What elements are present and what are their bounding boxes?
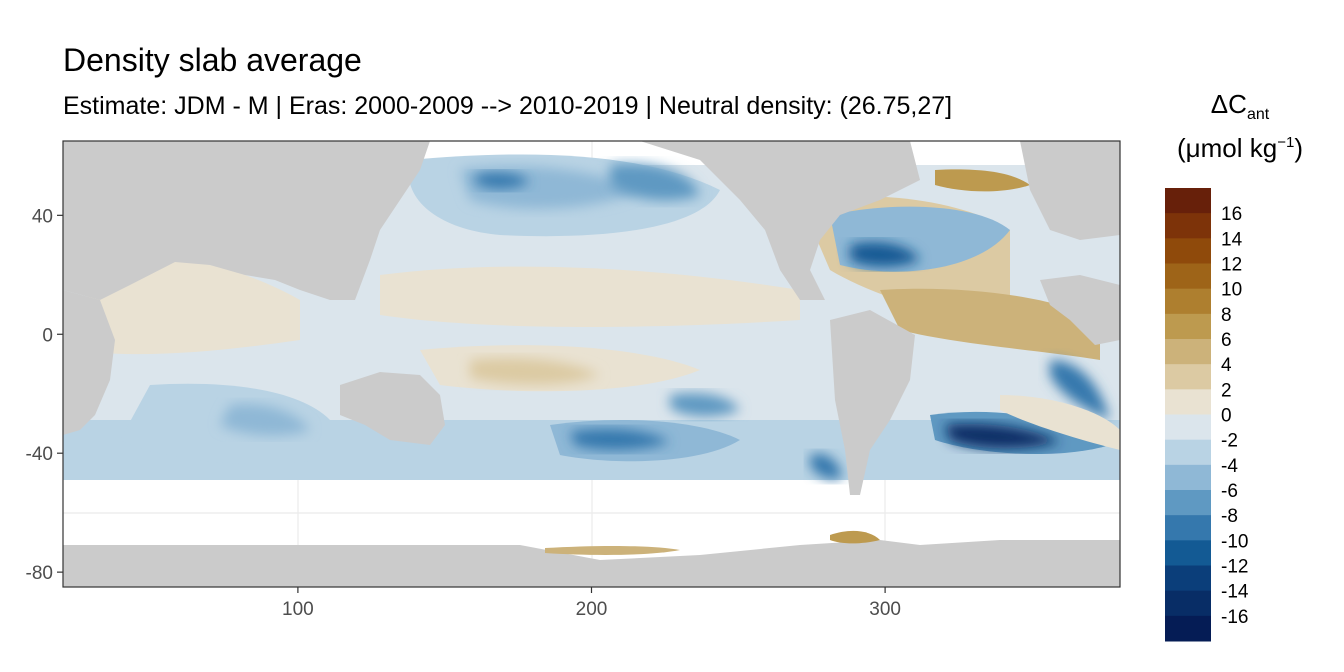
legend-swatch-8 bbox=[1165, 389, 1211, 415]
weddell-tan bbox=[545, 530, 880, 555]
indian-south-deep bbox=[220, 404, 310, 436]
legend-label-9: -2 bbox=[1221, 431, 1238, 452]
south-america-land bbox=[830, 310, 915, 495]
legend-label-6: 4 bbox=[1221, 355, 1232, 376]
legend: 16 14 12 10 8 6 4 2 0 -2 -4 -6 -8 -10 -12 -14 -16 bbox=[1165, 188, 1249, 642]
legend-swatch-6 bbox=[1165, 339, 1211, 365]
ross-margin bbox=[830, 530, 880, 544]
legend-swatch-15 bbox=[1165, 565, 1211, 592]
legend-swatch-10 bbox=[1165, 439, 1211, 466]
legend-title-units: (μmol kg−1) bbox=[1160, 128, 1320, 170]
indian-west-tan bbox=[1000, 395, 1120, 450]
legend-swatch-9 bbox=[1165, 414, 1211, 441]
spac-east-core bbox=[670, 393, 740, 417]
legend-label-4: 8 bbox=[1221, 305, 1232, 326]
legend-label-3: 10 bbox=[1221, 280, 1242, 301]
legend-label-16: -16 bbox=[1221, 607, 1248, 628]
labrador bbox=[935, 169, 1030, 192]
satl-subtropical bbox=[1050, 360, 1110, 420]
npac-subtropical bbox=[380, 266, 800, 327]
legend-label-13: -10 bbox=[1221, 531, 1248, 552]
legend-swatch-7 bbox=[1165, 364, 1211, 390]
legend-label-5: 6 bbox=[1221, 330, 1232, 351]
y-tick-label--80: -80 bbox=[26, 563, 53, 584]
y-tick-label-0: 0 bbox=[42, 325, 53, 346]
weddell-margin bbox=[545, 545, 680, 555]
legend-swatch-4 bbox=[1165, 288, 1211, 315]
legend-swatch-0 bbox=[1165, 188, 1211, 214]
chart-title: Density slab average bbox=[63, 42, 362, 78]
legend-units-right: ) bbox=[1294, 132, 1303, 163]
legend-swatch-14 bbox=[1165, 540, 1211, 566]
legend-label-7: 2 bbox=[1221, 380, 1232, 401]
legend-title-subscript: ant bbox=[1246, 106, 1270, 123]
legend-swatch-12 bbox=[1165, 490, 1211, 516]
x-tick-label-300: 300 bbox=[869, 599, 901, 620]
y-tick-label--40: -40 bbox=[26, 444, 53, 465]
legend-title: ΔCant (μmol kg−1) bbox=[1160, 84, 1320, 169]
x-tick-label-100: 100 bbox=[282, 599, 314, 620]
legend-label-0: 16 bbox=[1221, 204, 1242, 225]
pac-tan-core bbox=[470, 358, 600, 385]
antarctica-land bbox=[63, 540, 1120, 587]
y-tick-label-40: 40 bbox=[32, 206, 53, 227]
europe-africa-land bbox=[1020, 141, 1120, 240]
legend-swatch-3 bbox=[1165, 263, 1211, 290]
legend-swatch-5 bbox=[1165, 313, 1211, 340]
chart-subtitle: Estimate: JDM - M | Eras: 2000-2009 --> … bbox=[63, 92, 953, 120]
north-america-land bbox=[640, 141, 920, 300]
legend-label-10: -4 bbox=[1221, 456, 1238, 477]
kuroshio bbox=[475, 172, 530, 189]
legend-label-8: 0 bbox=[1221, 406, 1232, 427]
legend-title-symbol: ΔC bbox=[1210, 89, 1247, 119]
spac-mode-core bbox=[570, 428, 670, 450]
legend-label-12: -8 bbox=[1221, 506, 1238, 527]
land bbox=[63, 141, 1120, 587]
legend-swatch-16 bbox=[1165, 590, 1211, 617]
sepac-core bbox=[810, 453, 842, 480]
legend-swatch-2 bbox=[1165, 238, 1211, 264]
legend-swatch-11 bbox=[1165, 464, 1211, 491]
legend-label-15: -14 bbox=[1221, 582, 1249, 603]
legend-label-11: -6 bbox=[1221, 481, 1238, 502]
x-tick-label-200: 200 bbox=[576, 599, 608, 620]
natl-deep bbox=[850, 242, 920, 267]
legend-label-1: 14 bbox=[1221, 229, 1243, 250]
legend-units-left: (μmol kg bbox=[1177, 132, 1278, 163]
legend-label-14: -12 bbox=[1221, 557, 1248, 578]
satl-core bbox=[945, 423, 1060, 449]
legend-swatch-17 bbox=[1165, 615, 1211, 642]
africa-land bbox=[63, 290, 115, 435]
legend-label-2: 12 bbox=[1221, 255, 1242, 276]
eatl-tropical bbox=[880, 288, 1100, 360]
west-africa-land bbox=[1040, 275, 1120, 345]
legend-units-superscript: −1 bbox=[1277, 133, 1295, 151]
legend-title-main: ΔCant bbox=[1160, 84, 1320, 128]
legend-swatch-1 bbox=[1165, 213, 1211, 239]
asia-land bbox=[63, 141, 430, 300]
australia-land bbox=[340, 372, 445, 445]
npac-east bbox=[610, 163, 700, 201]
legend-swatch-13 bbox=[1165, 515, 1211, 541]
